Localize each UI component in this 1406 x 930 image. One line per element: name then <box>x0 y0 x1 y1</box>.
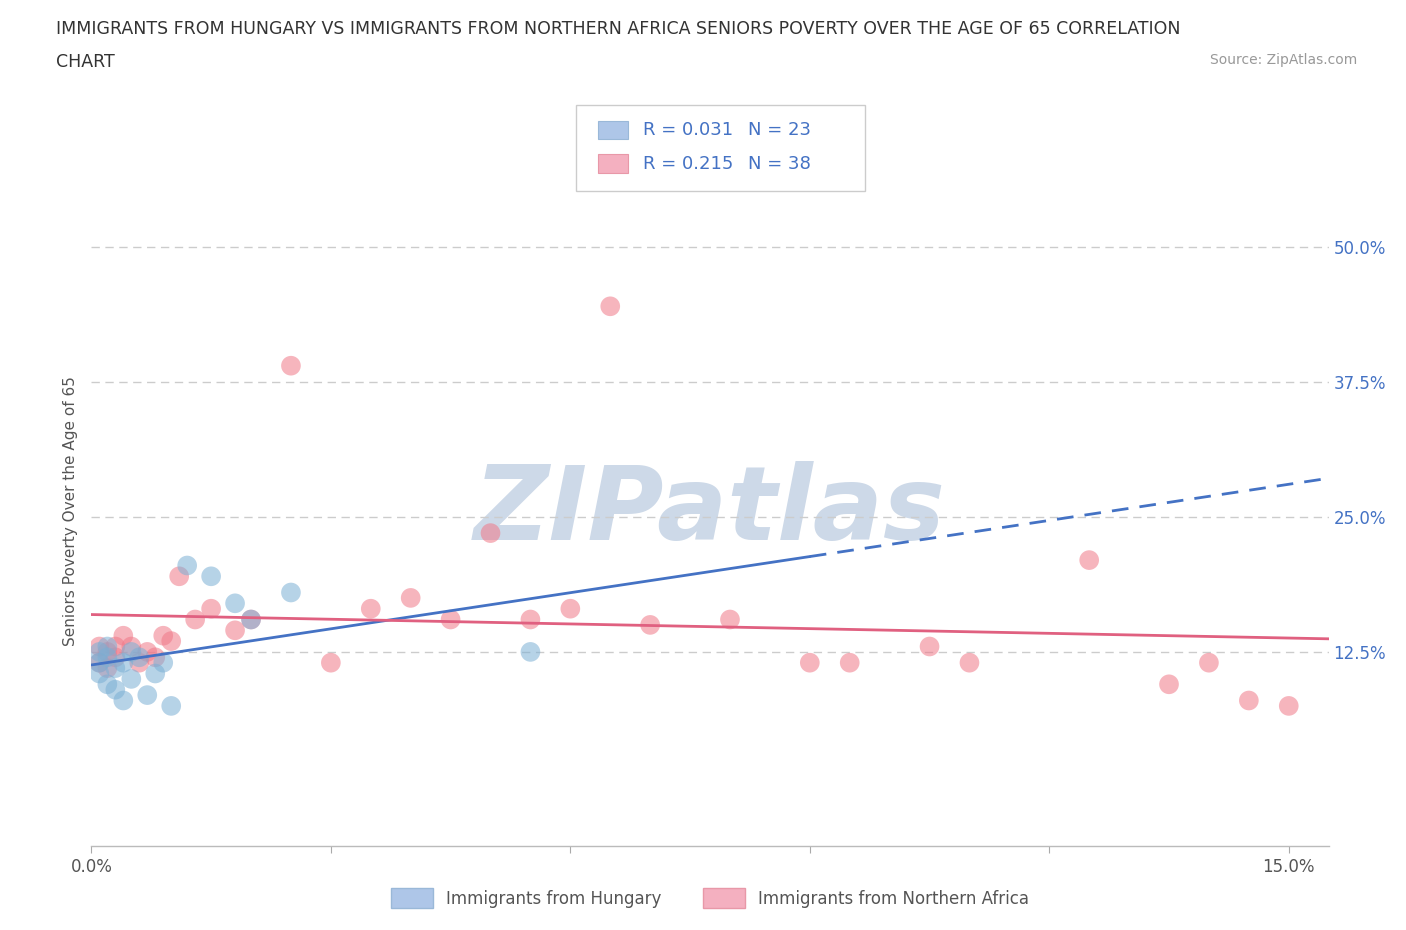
Point <box>160 633 183 648</box>
Point <box>224 623 246 638</box>
Point <box>112 693 135 708</box>
Point <box>96 644 118 659</box>
Point <box>96 639 118 654</box>
Point <box>399 591 422 605</box>
Point <box>1237 693 1260 708</box>
Point <box>96 660 118 675</box>
Point <box>152 656 174 671</box>
Point <box>143 666 166 681</box>
Point <box>1078 552 1101 567</box>
Point <box>240 612 263 627</box>
Point <box>200 602 222 617</box>
Point <box>1198 656 1220 671</box>
Point <box>167 569 190 584</box>
Text: ZIPatlas: ZIPatlas <box>474 461 946 562</box>
Point <box>200 569 222 584</box>
Point <box>519 644 541 659</box>
Text: CHART: CHART <box>56 53 115 71</box>
Point <box>89 644 111 659</box>
Point <box>96 650 118 665</box>
Point <box>120 671 142 686</box>
Point <box>439 612 461 627</box>
Point <box>104 639 127 654</box>
Point <box>104 683 127 698</box>
Point <box>128 656 150 671</box>
Point <box>89 656 111 671</box>
Point <box>280 585 302 600</box>
Point <box>599 299 621 313</box>
Point <box>152 629 174 644</box>
Point <box>1278 698 1301 713</box>
Point <box>176 558 198 573</box>
Point <box>136 644 159 659</box>
Text: N = 38: N = 38 <box>748 154 811 173</box>
Text: Source: ZipAtlas.com: Source: ZipAtlas.com <box>1209 53 1357 67</box>
Point <box>89 656 111 671</box>
Point <box>560 602 582 617</box>
Point <box>918 639 941 654</box>
Point <box>638 618 661 632</box>
Y-axis label: Seniors Poverty Over the Age of 65: Seniors Poverty Over the Age of 65 <box>62 377 77 646</box>
Point <box>240 612 263 627</box>
Point <box>112 629 135 644</box>
Text: R = 0.215: R = 0.215 <box>643 154 733 173</box>
Point <box>120 644 142 659</box>
Point <box>89 666 111 681</box>
Point <box>319 656 342 671</box>
Point <box>89 639 111 654</box>
Point <box>128 650 150 665</box>
Point <box>838 656 860 671</box>
Point <box>104 650 127 665</box>
Point <box>120 639 142 654</box>
Point <box>1157 677 1180 692</box>
Point <box>160 698 183 713</box>
Legend: Immigrants from Hungary, Immigrants from Northern Africa: Immigrants from Hungary, Immigrants from… <box>384 882 1036 915</box>
Point <box>360 602 382 617</box>
Point <box>519 612 541 627</box>
Point <box>799 656 821 671</box>
Point <box>224 596 246 611</box>
Point <box>280 358 302 373</box>
Point <box>112 656 135 671</box>
Text: N = 23: N = 23 <box>748 121 811 140</box>
Point <box>96 677 118 692</box>
Point <box>184 612 207 627</box>
Text: R = 0.031: R = 0.031 <box>643 121 733 140</box>
Point <box>104 660 127 675</box>
Point <box>959 656 981 671</box>
Point <box>718 612 741 627</box>
Point <box>143 650 166 665</box>
Text: IMMIGRANTS FROM HUNGARY VS IMMIGRANTS FROM NORTHERN AFRICA SENIORS POVERTY OVER : IMMIGRANTS FROM HUNGARY VS IMMIGRANTS FR… <box>56 20 1181 38</box>
Point <box>479 525 502 540</box>
Point <box>136 687 159 702</box>
